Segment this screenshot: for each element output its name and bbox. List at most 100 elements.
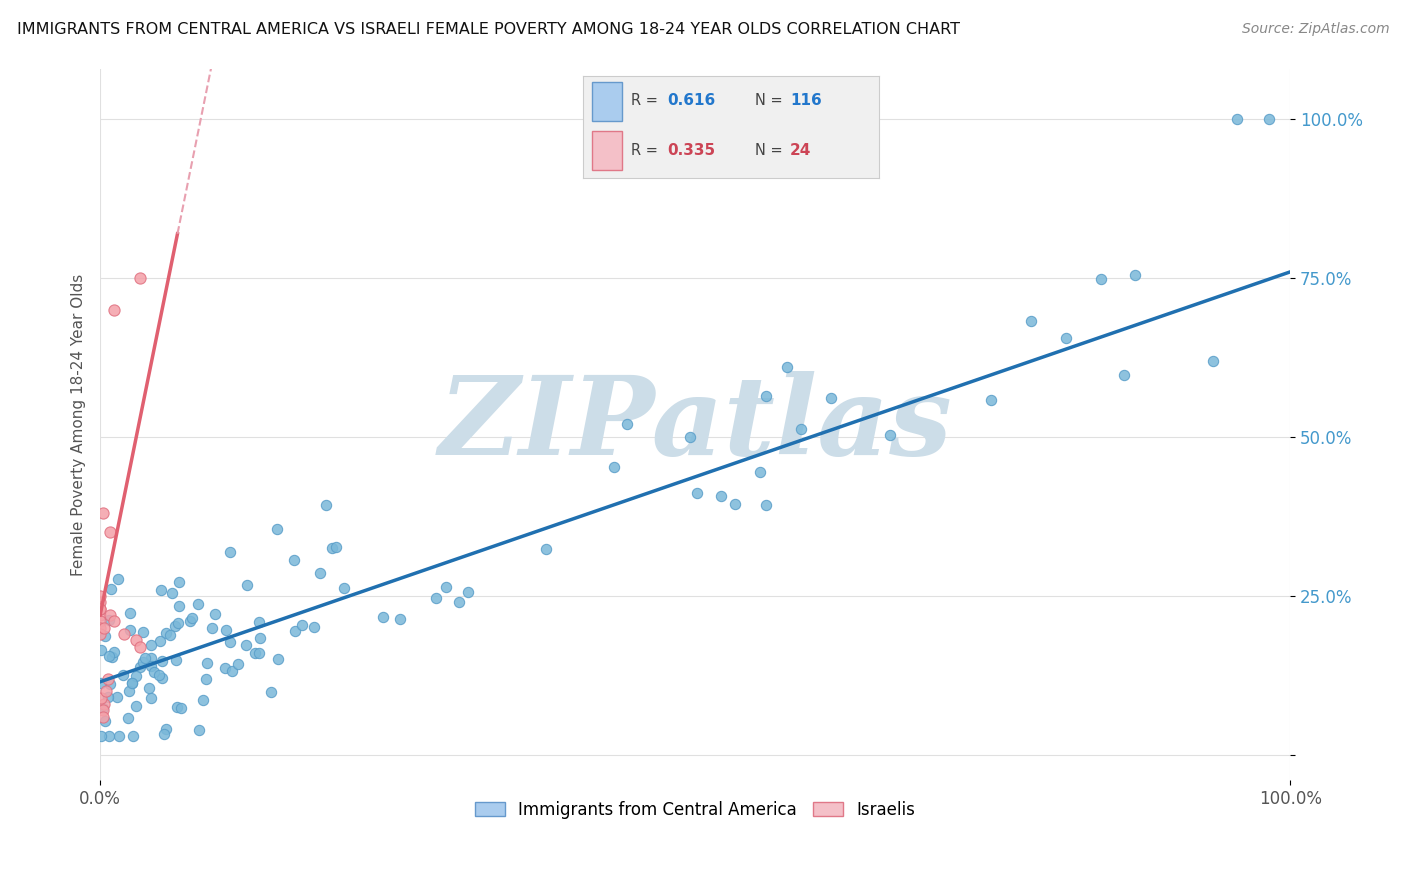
Text: 116: 116 [790, 94, 823, 109]
Point [820, 391, 842, 405]
Legend: Immigrants from Central America, Israelis: Immigrants from Central America, Israeli… [468, 794, 922, 825]
Point [94, 629, 117, 643]
Point [219, 544, 242, 558]
Point [187, 598, 209, 612]
Point [120, 607, 142, 621]
Point [91, 507, 114, 521]
Point [236, 578, 259, 592]
Point [138, 681, 160, 696]
Point [90, 729, 112, 743]
Point [148, 668, 170, 682]
Point [302, 619, 325, 633]
Point [91, 703, 114, 717]
Point [204, 607, 226, 621]
Point [214, 661, 236, 675]
Text: ZIPatlas: ZIPatlas [439, 371, 952, 478]
Point [98, 676, 121, 690]
Point [89, 627, 111, 641]
Point [108, 729, 131, 743]
Point [129, 271, 152, 285]
Point [980, 393, 1002, 408]
Point [90, 676, 112, 690]
Point [724, 497, 747, 511]
Point [125, 699, 148, 714]
Point [755, 498, 778, 512]
Point [89, 615, 111, 629]
Point [98, 525, 121, 540]
Point [89, 589, 111, 603]
Point [98, 729, 121, 743]
Point [155, 722, 177, 736]
Point [139, 659, 162, 673]
Point [98, 608, 121, 623]
Point [89, 595, 111, 609]
Point [1125, 268, 1147, 282]
Point [333, 581, 356, 595]
Point [790, 421, 813, 435]
Point [90, 690, 112, 705]
Text: IMMIGRANTS FROM CENTRAL AMERICA VS ISRAELI FEMALE POVERTY AMONG 18-24 YEAR OLDS : IMMIGRANTS FROM CENTRAL AMERICA VS ISRAE… [17, 22, 960, 37]
Point [321, 541, 343, 555]
Point [266, 522, 288, 536]
Point [325, 540, 347, 554]
Point [97, 613, 120, 627]
Point [215, 623, 238, 637]
Point [195, 672, 218, 686]
Y-axis label: Female Poverty Among 18-24 Year Olds: Female Poverty Among 18-24 Year Olds [72, 273, 86, 575]
Point [163, 619, 186, 633]
Point [97, 672, 120, 686]
Point [91, 701, 114, 715]
Point [139, 650, 162, 665]
Point [155, 626, 177, 640]
Point [197, 657, 219, 671]
Point [1019, 313, 1042, 327]
Point [603, 460, 626, 475]
Point [686, 485, 709, 500]
Point [100, 582, 122, 596]
Point [166, 700, 188, 714]
Point [200, 621, 222, 635]
Point [290, 618, 312, 632]
Point [162, 586, 184, 600]
Text: R =: R = [631, 94, 662, 109]
Point [89, 601, 111, 615]
Point [235, 638, 257, 652]
Point [373, 610, 395, 624]
Point [247, 646, 270, 660]
Text: 24: 24 [790, 144, 811, 158]
Point [150, 583, 173, 598]
Point [534, 542, 557, 557]
Point [90, 643, 112, 657]
Point [167, 599, 190, 613]
Point [249, 631, 271, 645]
Point [755, 389, 778, 403]
Point [103, 615, 125, 629]
Point [125, 633, 148, 648]
Bar [592, 131, 621, 170]
Point [129, 659, 152, 673]
Point [879, 428, 901, 442]
Point [150, 654, 173, 668]
Point [447, 595, 470, 609]
Point [219, 635, 242, 649]
Text: Source: ZipAtlas.com: Source: ZipAtlas.com [1241, 22, 1389, 37]
Point [94, 714, 117, 729]
Point [267, 652, 290, 666]
Point [309, 566, 332, 580]
Point [134, 651, 156, 665]
Point [112, 627, 135, 641]
Point [616, 417, 638, 432]
Point [1202, 354, 1225, 368]
Point [221, 664, 243, 678]
Point [679, 430, 702, 444]
Point [1090, 272, 1112, 286]
Point [132, 624, 155, 639]
Point [191, 693, 214, 707]
Point [98, 649, 121, 664]
Point [118, 684, 141, 698]
Point [94, 684, 117, 698]
Point [122, 729, 145, 743]
Text: R =: R = [631, 144, 662, 158]
Point [142, 665, 165, 679]
Point [93, 621, 115, 635]
